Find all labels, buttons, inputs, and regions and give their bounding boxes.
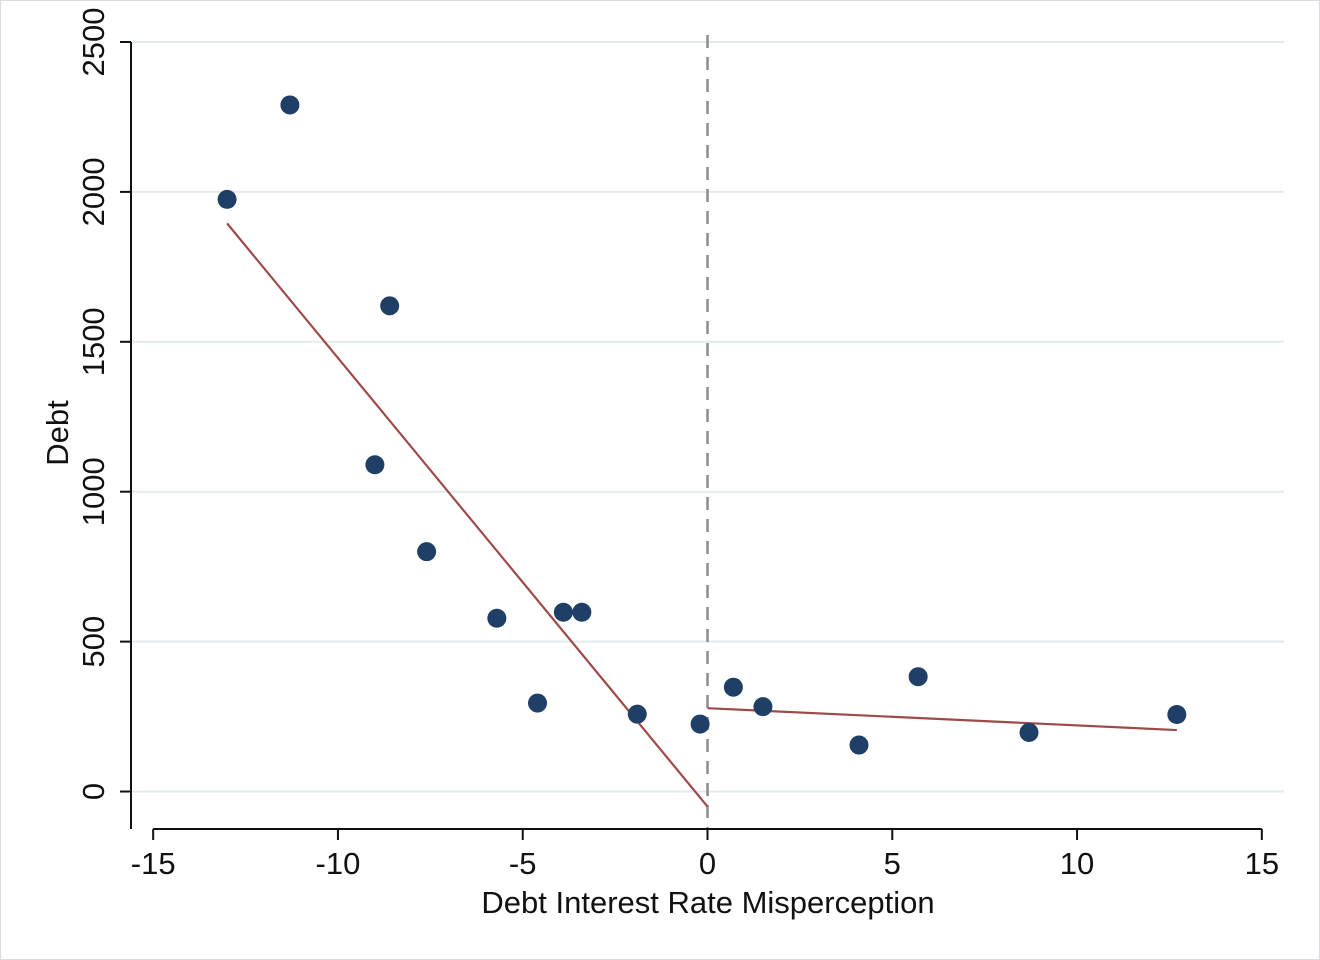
x-tick-label-5: 10 [1060, 846, 1094, 881]
axes [120, 40, 1263, 840]
x-axis-title: Debt Interest Rate Misperception [481, 885, 934, 920]
data-points [217, 95, 1187, 755]
scatter-point-6 [553, 602, 573, 622]
y-axis-title: Debt [40, 400, 75, 466]
x-tick-label-3: 0 [699, 846, 716, 881]
scatter-point-2 [380, 296, 400, 316]
scatter-point-12 [753, 697, 773, 717]
scatter-point-5 [487, 608, 507, 628]
scatter-point-13 [849, 735, 869, 755]
scatter-point-4 [417, 542, 437, 562]
scatter-point-16 [1167, 704, 1187, 724]
y-tick-label-2: 1000 [76, 457, 111, 526]
fit-lines [226, 222, 1177, 808]
scatter-point-8 [528, 693, 548, 713]
y-tick-label-3: 1500 [76, 307, 111, 376]
scatter-point-15 [1019, 722, 1039, 742]
y-tick-label-4: 2000 [76, 157, 111, 226]
scatter-point-1 [280, 95, 300, 115]
fit-line-1 [707, 707, 1177, 732]
scatter-point-9 [627, 704, 647, 724]
x-tick-label-4: 5 [884, 846, 901, 881]
scatter-point-3 [365, 455, 385, 475]
fit-line-0 [226, 222, 709, 808]
scatter-point-0 [217, 189, 237, 209]
y-tick-label-5: 2500 [76, 8, 111, 77]
x-tick-label-1: -10 [316, 846, 361, 881]
x-tick-label-2: -5 [509, 846, 537, 881]
y-tick-label-1: 500 [76, 616, 111, 668]
scatter-point-10 [690, 714, 710, 734]
scatter-point-7 [572, 602, 592, 622]
x-tick-label-6: 15 [1245, 846, 1279, 881]
y-tick-label-0: 0 [76, 783, 111, 800]
tick-labels: -15 -10 -5 0 5 10 15 0 500 1000 1500 2000 2500 [76, 8, 1279, 881]
scatter-point-14 [908, 667, 928, 687]
x-tick-label-0: -15 [131, 846, 176, 881]
scatter-point-11 [723, 677, 743, 697]
